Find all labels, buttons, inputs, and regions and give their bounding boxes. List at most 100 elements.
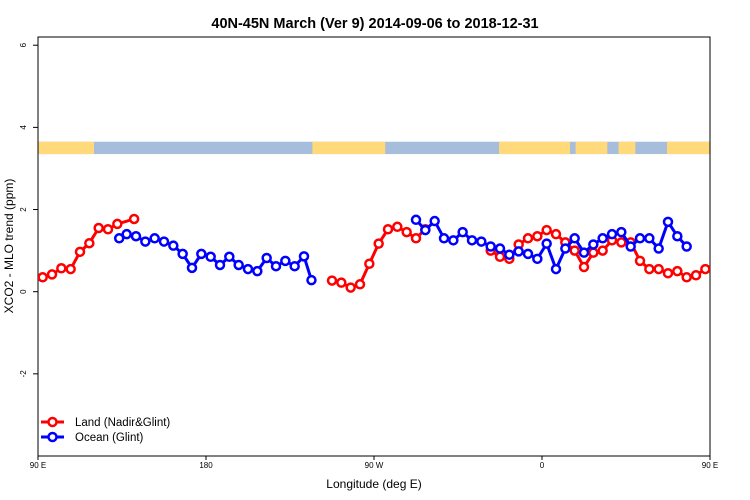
legend-item-ocean: Ocean (Glint) <box>41 431 144 444</box>
y-tick-label: 0 <box>19 289 28 294</box>
series-ocean-point <box>681 241 692 252</box>
series-land-point <box>541 224 552 236</box>
series-land-point <box>644 263 655 275</box>
series-ocean-point <box>130 230 142 242</box>
series-ocean-point <box>242 263 254 275</box>
series-land-point <box>382 223 394 235</box>
x-tick-label: 0 <box>540 461 545 470</box>
series-land-point <box>681 272 692 283</box>
series-land-line <box>42 217 135 279</box>
series-ocean-point <box>113 233 125 244</box>
series-ocean-point <box>541 238 552 249</box>
series-ocean-point <box>280 255 291 267</box>
series-ocean-point <box>438 233 450 244</box>
series-ocean-point <box>224 251 235 263</box>
series-land-point <box>128 213 140 225</box>
legend-item-land: Land (Nadir&Glint) <box>41 416 170 429</box>
series-land-point <box>410 233 422 244</box>
series-land-point <box>729 240 737 248</box>
series-ocean-point <box>634 233 646 244</box>
series-ocean-point <box>420 224 431 236</box>
series-land-point <box>56 263 67 274</box>
series-ocean-point <box>214 259 226 271</box>
series-ocean-point <box>494 243 506 254</box>
series-land-point <box>662 267 674 279</box>
y-tick-label: 6 <box>19 42 28 47</box>
series-ocean-point <box>466 235 478 246</box>
series-land-point <box>401 226 412 238</box>
series-land-point <box>326 275 338 286</box>
series-group <box>38 213 747 293</box>
x-tick-label: 90 E <box>702 461 718 470</box>
series-land-point <box>84 237 95 249</box>
series-land-point <box>336 277 347 288</box>
series-land-point <box>634 255 646 267</box>
series-land-point <box>569 245 580 256</box>
band-land-segment <box>667 141 710 155</box>
series-ocean-point <box>196 248 207 260</box>
series-ocean-point <box>306 274 317 286</box>
x-tick-label: 90 W <box>365 461 384 470</box>
series-land-point <box>74 246 86 258</box>
series-ocean-point <box>588 239 599 250</box>
series-ocean-point <box>653 243 664 254</box>
series-ocean-point <box>457 226 468 238</box>
series-ocean-point <box>158 236 170 247</box>
y-tick-label: -2 <box>19 370 28 378</box>
series-ocean-point <box>606 228 618 240</box>
series-land-point <box>102 223 114 235</box>
series-ocean-point <box>270 260 282 272</box>
series-ocean-point <box>429 215 440 227</box>
band-land-segment <box>38 141 94 155</box>
series-land-point <box>392 221 403 233</box>
series-ocean-point <box>233 259 244 271</box>
series-land-point <box>709 266 710 272</box>
legend-label-land: Land (Nadir&Glint) <box>75 417 170 429</box>
series-ocean <box>113 214 743 286</box>
series-ocean-point <box>252 265 263 277</box>
series-land-point <box>653 263 664 275</box>
series-land-point <box>550 228 562 240</box>
series-ocean-point <box>644 233 655 244</box>
band-land-segment <box>312 141 386 155</box>
series-land-point <box>672 265 683 277</box>
series-ocean-point <box>205 251 216 263</box>
series-land-point <box>38 272 48 283</box>
series-ocean-point <box>513 246 524 257</box>
series-land-point <box>65 263 76 275</box>
series-ocean-point <box>261 252 272 264</box>
series-ocean-point <box>121 228 132 240</box>
band-land-segment <box>575 141 608 155</box>
series-ocean-point <box>149 233 160 244</box>
series-ocean-point <box>532 253 543 265</box>
band-land-segment <box>499 141 570 155</box>
x-axis: 90 E 180 90 W 0 90 E <box>30 456 718 470</box>
series-land-point <box>616 237 627 248</box>
series-ocean-point <box>289 260 300 272</box>
x-tick-label: 90 E <box>30 461 46 470</box>
series-ocean-point <box>662 216 674 228</box>
series-land-point <box>345 282 356 293</box>
series-ocean-point <box>625 241 636 252</box>
series-ocean-point <box>735 267 743 275</box>
series-land-point <box>93 222 104 234</box>
series-ocean-point <box>476 236 487 247</box>
series-land-point <box>597 245 608 256</box>
series-land-point <box>112 218 123 230</box>
y-tick-label: 4 <box>19 125 28 130</box>
series-land-point <box>739 224 747 232</box>
series-ocean-point <box>597 233 608 244</box>
chart-title: 40N-45N March (Ver 9) 2014-09-06 to 2018… <box>211 16 538 32</box>
series-ocean-point <box>560 243 571 254</box>
series-land-point <box>588 247 599 258</box>
x-tick-label: 180 <box>199 461 213 470</box>
series-land-point <box>364 258 375 270</box>
series-land-point <box>46 269 58 280</box>
y-tick-label: 2 <box>19 207 28 212</box>
y-axis-title: XCO2 - MLO trend (ppm) <box>2 179 16 314</box>
series-ocean-point <box>448 235 459 246</box>
series-ocean-point <box>550 263 562 275</box>
series-land-point <box>522 233 534 244</box>
y-axis: -2 0 2 4 6 <box>19 42 38 377</box>
